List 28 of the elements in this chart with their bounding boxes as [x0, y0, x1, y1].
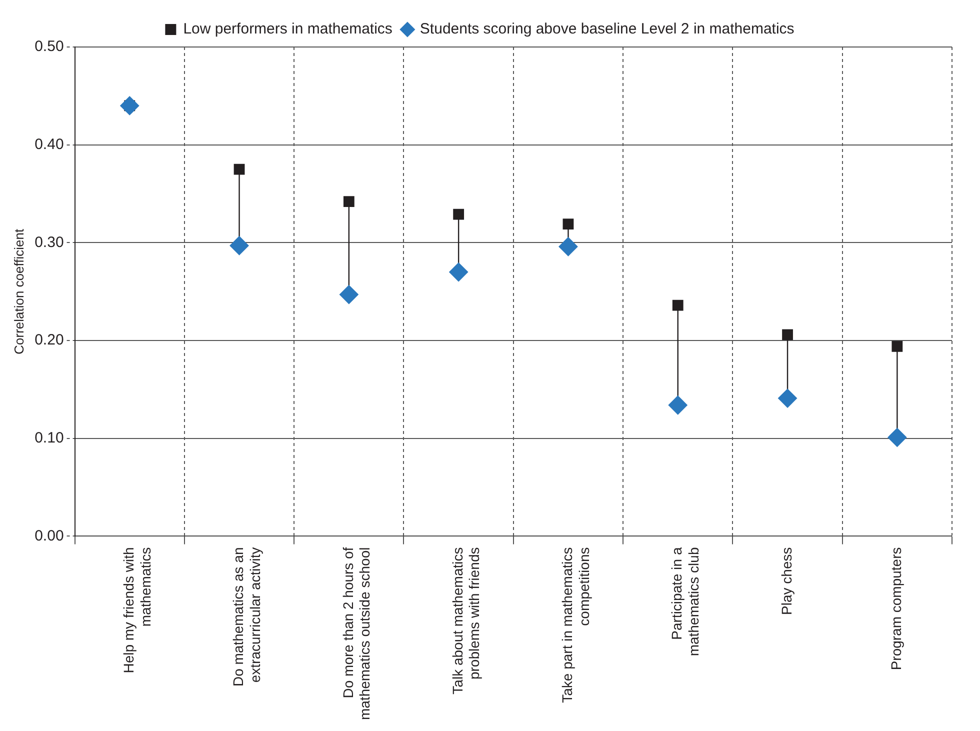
point	[562, 218, 574, 230]
point	[778, 388, 798, 408]
point	[668, 396, 688, 415]
point	[343, 196, 354, 208]
point	[120, 96, 140, 116]
x-tick-label: Program computers	[888, 547, 904, 670]
y-tick-label: 0.10	[34, 430, 64, 447]
x-tick-label: Play chess	[778, 547, 794, 615]
legend-label: Low performers in mathematics	[183, 20, 392, 38]
y-axis-title: Correlation coefficient	[11, 228, 26, 354]
point	[672, 300, 684, 311]
point	[558, 237, 578, 256]
point	[453, 208, 464, 220]
point	[449, 262, 468, 282]
y-tick-label: 0.00	[34, 527, 64, 544]
point	[888, 428, 907, 447]
y-tick-label: 0.30	[34, 234, 64, 251]
y-tick-label: 0.20	[34, 332, 64, 349]
y-tick-label: 0.40	[34, 136, 64, 153]
point	[782, 329, 793, 340]
legend-label: Students scoring above baseline Level 2 in mathematics	[420, 20, 794, 38]
point	[892, 340, 903, 352]
point	[234, 164, 245, 175]
x-tick-label: Help my friends with mathematics	[120, 547, 154, 674]
point	[339, 285, 358, 304]
x-tick-label: Take part in mathematics competitions	[559, 547, 592, 703]
point	[230, 236, 249, 256]
y-tick-label: 0.50	[34, 38, 64, 56]
